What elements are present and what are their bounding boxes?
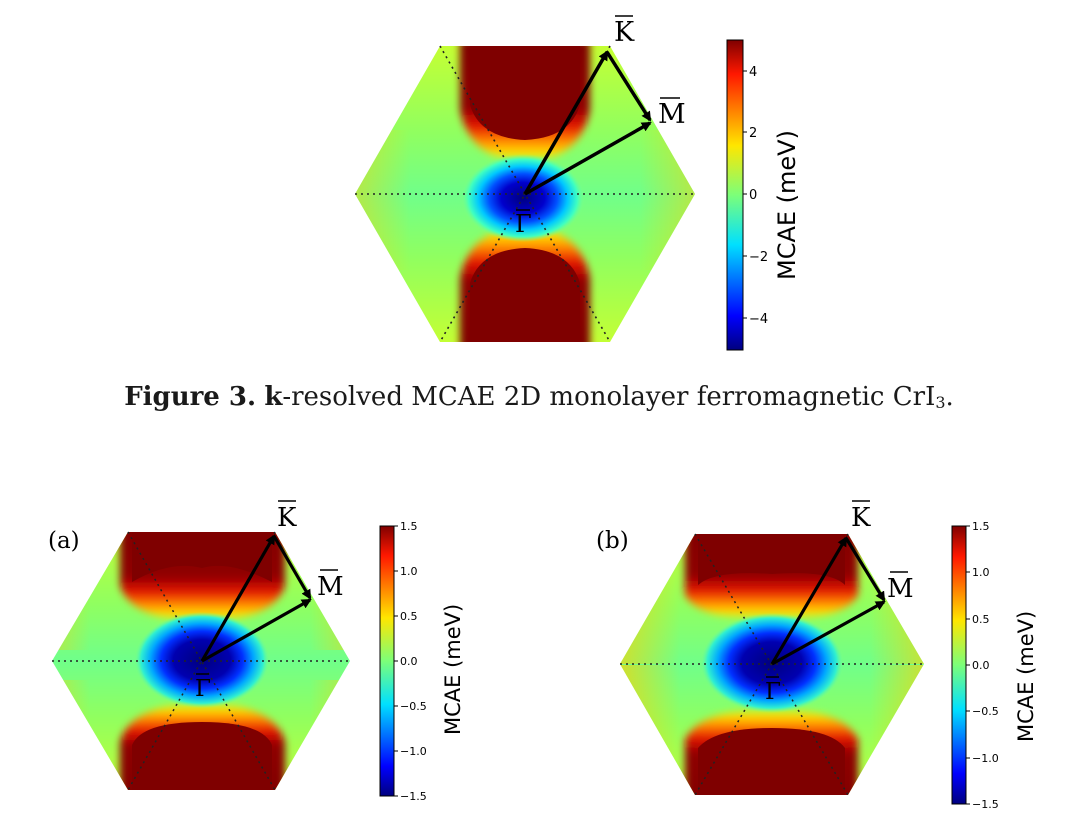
k-label: K bbox=[277, 500, 297, 533]
m-label: M bbox=[317, 569, 344, 602]
svg-text:K: K bbox=[277, 503, 297, 533]
colorbar-tick: 1.5 bbox=[400, 520, 418, 533]
high-symmetry-arrows bbox=[523, 50, 652, 196]
k-label: K bbox=[614, 15, 635, 48]
colorbar-tick: −1.5 bbox=[400, 790, 427, 803]
colorbar-tick: 0 bbox=[749, 188, 757, 203]
colorbar-tick: 0.0 bbox=[972, 659, 990, 672]
figure-4b-heatmap: (b) K M Γ 1.5 1.0 0.5 0.0 −0.5 −1.0 −1.5 bbox=[596, 500, 1038, 811]
panel-label-a: (a) bbox=[48, 528, 80, 554]
svg-text:M: M bbox=[887, 574, 914, 604]
colorbar-tick: −0.5 bbox=[972, 705, 999, 718]
gamma-label: Γ bbox=[765, 676, 781, 705]
colorbar-tick: 1.0 bbox=[400, 565, 418, 578]
colorbar: 4 2 0 −2 −4 MCAE (meV) bbox=[726, 39, 800, 351]
svg-text:Γ: Γ bbox=[765, 679, 781, 705]
colorbar-label: MCAE (meV) bbox=[1014, 611, 1038, 742]
colorbar-label: MCAE (meV) bbox=[441, 604, 465, 735]
colorbar-tick: 0.0 bbox=[400, 655, 418, 668]
svg-text:Γ: Γ bbox=[515, 210, 532, 238]
colorbar: 1.5 1.0 0.5 0.0 −0.5 −1.0 −1.5 MCAE (meV… bbox=[951, 520, 1038, 811]
colorbar-tick: −0.5 bbox=[400, 700, 427, 713]
k-m-arrow bbox=[844, 537, 886, 602]
svg-text:Γ: Γ bbox=[195, 676, 211, 702]
gamma-label: Γ bbox=[195, 673, 211, 702]
gamma-m-arrow bbox=[524, 121, 652, 196]
gamma-m-arrow bbox=[201, 598, 312, 663]
k-m-arrow bbox=[605, 51, 652, 122]
colorbar-tick: 1.0 bbox=[972, 566, 990, 579]
m-label: M bbox=[887, 571, 914, 604]
svg-text:K: K bbox=[851, 503, 871, 533]
svg-text:M: M bbox=[658, 99, 686, 130]
figure-3-caption: Figure 3. k-resolved MCAE 2D monolayer f… bbox=[124, 382, 954, 412]
colorbar-tick: −1.0 bbox=[400, 745, 427, 758]
panel-label-b: (b) bbox=[596, 528, 629, 554]
colorbar-tick: −1.5 bbox=[972, 798, 999, 811]
figure-4a-heatmap: (a) K M Γ 1.5 1.0 0.5 0.0 −0.5 −1.0 −1.5 bbox=[48, 500, 465, 803]
gamma-label: Γ bbox=[515, 209, 532, 238]
m-label: M bbox=[658, 97, 686, 130]
colorbar-tick: −2 bbox=[749, 250, 768, 265]
colorbar-tick: 0.5 bbox=[400, 610, 418, 623]
colorbar-label: MCAE (meV) bbox=[773, 130, 800, 280]
colorbar-tick: 2 bbox=[749, 126, 757, 141]
colorbar-tick: 1.5 bbox=[972, 520, 990, 533]
colorbar: 1.5 1.0 0.5 0.0 −0.5 −1.0 −1.5 MCAE (meV… bbox=[379, 520, 465, 803]
colorbar-tick: 0.5 bbox=[972, 613, 990, 626]
gamma-k-arrow bbox=[770, 536, 848, 665]
brillouin-zone-hexagon bbox=[620, 534, 924, 795]
gamma-k-arrow bbox=[200, 534, 276, 662]
colorbar-tick: −4 bbox=[749, 312, 768, 327]
colorbar-tick: 4 bbox=[749, 65, 757, 80]
gamma-k-arrow bbox=[523, 50, 609, 195]
svg-text:K: K bbox=[614, 17, 635, 48]
high-symmetry-arrows bbox=[200, 534, 312, 663]
brillouin-zone-hexagon bbox=[52, 532, 350, 790]
figure-3-heatmap: K M Γ 4 2 0 −2 −4 MCAE (meV) bbox=[355, 15, 800, 351]
svg-text:M: M bbox=[317, 572, 344, 602]
gamma-m-arrow bbox=[771, 600, 886, 666]
colorbar-tick: −1.0 bbox=[972, 752, 999, 765]
brillouin-zone-hexagon bbox=[355, 46, 695, 342]
k-m-arrow bbox=[272, 535, 312, 600]
high-symmetry-arrows bbox=[770, 536, 886, 666]
k-label: K bbox=[851, 500, 871, 533]
